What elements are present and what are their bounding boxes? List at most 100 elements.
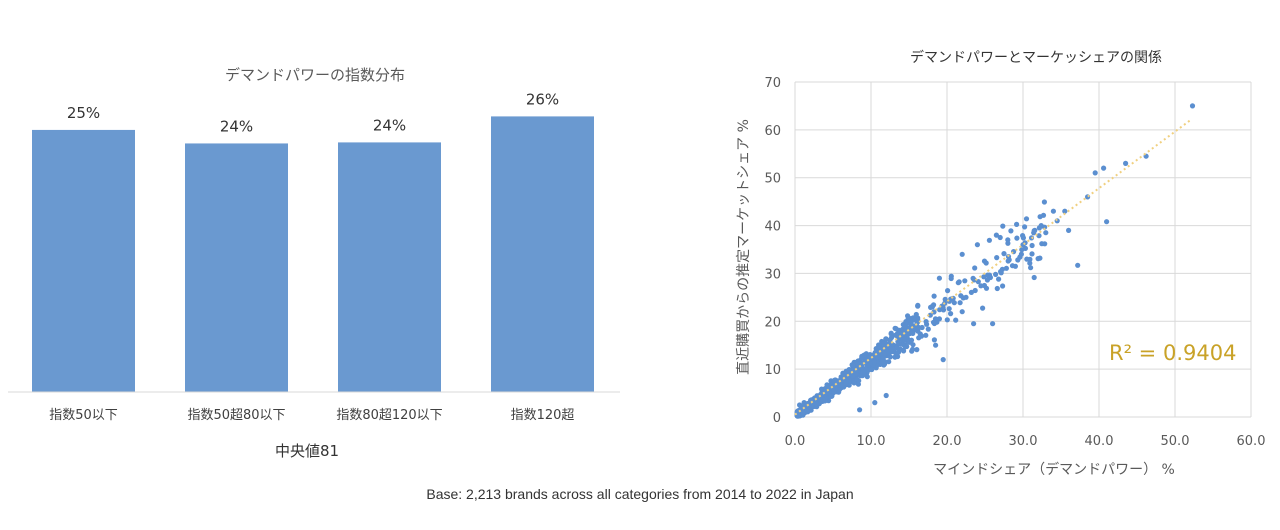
scatter-point — [899, 341, 905, 347]
scatter-chart-ylabel: 直近購買からの推定マーケットシェア % — [735, 119, 752, 375]
scatter-point — [953, 317, 959, 323]
scatter-point — [902, 328, 908, 334]
scatter-point — [1031, 274, 1037, 281]
scatter-point — [1005, 237, 1011, 243]
scatter-point — [801, 400, 807, 406]
scatter-point — [845, 376, 852, 383]
scatter-point — [925, 326, 931, 332]
scatter-point — [916, 325, 922, 331]
scatter-point — [942, 296, 948, 302]
scatter-point — [931, 293, 937, 299]
scatter-point — [1104, 219, 1110, 225]
scatter-y-tick-labels: 0 10 20 30 40 50 60 70 — [764, 76, 781, 426]
scatter-point — [1054, 218, 1060, 224]
bar-value-label: 24% — [220, 117, 253, 135]
scatter-point — [880, 359, 886, 365]
y-tick-label: 70 — [764, 76, 781, 91]
scatter-point — [886, 359, 892, 365]
scatter-point — [959, 251, 965, 257]
x-tick-label: 30.0 — [1009, 434, 1038, 449]
scatter-point — [983, 260, 989, 266]
scatter-point — [996, 276, 1002, 282]
scatter-point — [1037, 214, 1043, 220]
scatter-point — [962, 278, 968, 284]
scatter-point — [851, 380, 857, 386]
scatter-point — [1039, 241, 1045, 247]
bar-4 — [491, 116, 594, 393]
scatter-point — [1189, 103, 1196, 109]
scatter-point — [951, 300, 957, 306]
scatter-point — [950, 295, 956, 301]
bar-chart-title: デマンドパワーの指数分布 — [225, 66, 405, 84]
bar-chart-xlabel: 中央値81 — [275, 442, 339, 460]
scatter-point — [1024, 256, 1030, 262]
scatter-point — [828, 393, 834, 399]
scatter-point — [855, 361, 861, 367]
scatter-point — [1029, 251, 1035, 257]
scatter-point — [1015, 257, 1021, 263]
scatter-point — [868, 359, 874, 366]
scatter-point — [838, 382, 844, 388]
scatter-point — [1022, 224, 1028, 230]
scatter-point — [831, 378, 837, 384]
scatter-point — [971, 321, 977, 327]
scatter-point — [1041, 199, 1047, 205]
scatter-point — [923, 332, 929, 338]
scatter-point — [1085, 194, 1091, 200]
y-tick-label: 40 — [764, 220, 781, 235]
x-tick-label: 40.0 — [1085, 434, 1114, 449]
scatter-point — [940, 357, 946, 363]
scatter-point — [917, 331, 923, 337]
y-tick-label: 0 — [773, 411, 781, 426]
scatter-point — [893, 326, 899, 332]
scatter-point — [974, 242, 980, 248]
y-tick-label: 30 — [764, 267, 781, 282]
bar-category-label: 指数80超120以下 — [336, 408, 442, 423]
scatter-point — [946, 306, 952, 312]
scatter-chart: デマンドパワーとマーケッシェアの関係 0.0 10.0 20.0 30.0 40.0 50… — [735, 49, 1265, 478]
bar-category-labels: 指数50以下 指数50超80以下 指数80超120以下 指数120超 — [49, 408, 574, 423]
bar-series: 25% 24% 24% 26% — [32, 90, 594, 393]
scatter-point — [875, 346, 881, 352]
scatter-point — [986, 237, 992, 243]
bar-1 — [32, 129, 135, 393]
scatter-point — [843, 380, 849, 386]
scatter-point — [800, 409, 806, 416]
scatter-point — [1123, 160, 1129, 166]
scatter-point — [883, 336, 889, 342]
scatter-point — [1029, 242, 1035, 249]
scatter-point — [1075, 262, 1081, 268]
scatter-point — [908, 337, 915, 343]
scatter-point — [902, 337, 908, 343]
scatter-point — [987, 274, 993, 281]
scatter-point — [853, 369, 859, 375]
scatter-point — [1031, 230, 1037, 236]
scatter-point — [940, 304, 946, 310]
scatter-point — [1043, 230, 1049, 236]
x-tick-label: 0.0 — [785, 434, 806, 449]
bar-category-label: 指数50以下 — [49, 408, 118, 423]
scatter-point — [955, 280, 961, 286]
scatter-point — [931, 337, 937, 343]
scatter-point — [990, 321, 996, 327]
scatter-points — [794, 103, 1196, 419]
scatter-point — [910, 346, 916, 352]
scatter-chart-xlabel: マインドシェア（デマンドパワー） % — [933, 461, 1175, 478]
scatter-point — [915, 303, 921, 309]
scatter-point — [837, 386, 843, 392]
scatter-point — [1000, 283, 1006, 289]
scatter-point — [864, 374, 870, 380]
y-tick-label: 50 — [764, 172, 781, 187]
scatter-point — [1066, 227, 1072, 233]
scatter-point — [978, 283, 984, 289]
bar-category-label: 指数120超 — [511, 408, 575, 423]
scatter-point — [1027, 260, 1033, 266]
x-tick-label: 50.0 — [1161, 434, 1190, 449]
scatter-point — [914, 347, 920, 353]
scatter-point — [817, 397, 823, 403]
scatter-point — [1101, 165, 1107, 171]
bar-value-label: 25% — [67, 104, 100, 122]
scatter-point — [1018, 251, 1024, 257]
scatter-point — [859, 353, 865, 359]
scatter-point — [959, 309, 965, 315]
